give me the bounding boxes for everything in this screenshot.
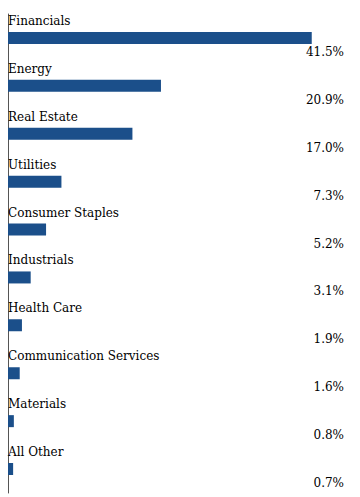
svg-text:Real Estate: Real Estate [8,110,78,124]
svg-text:Health Care: Health Care [8,301,82,315]
svg-text:0.7%: 0.7% [314,476,345,490]
svg-text:0.8%: 0.8% [314,428,345,442]
svg-text:3.1%: 3.1% [314,284,345,298]
svg-text:Consumer Staples: Consumer Staples [8,206,119,220]
svg-text:1.9%: 1.9% [314,332,345,346]
svg-text:All Other: All Other [7,445,64,459]
svg-text:Industrials: Industrials [8,253,74,267]
svg-text:17.0%: 17.0% [306,141,344,155]
svg-text:Energy: Energy [8,62,52,76]
svg-text:41.5%: 41.5% [306,45,344,59]
svg-text:20.9%: 20.9% [306,93,344,107]
svg-text:1.6%: 1.6% [314,380,345,394]
svg-text:Communication Services: Communication Services [8,349,159,363]
svg-text:Materials: Materials [8,397,66,411]
svg-text:7.3%: 7.3% [314,189,345,203]
svg-text:Utilities: Utilities [8,158,56,172]
svg-text:Financials: Financials [8,14,70,28]
svg-text:5.2%: 5.2% [314,237,345,251]
